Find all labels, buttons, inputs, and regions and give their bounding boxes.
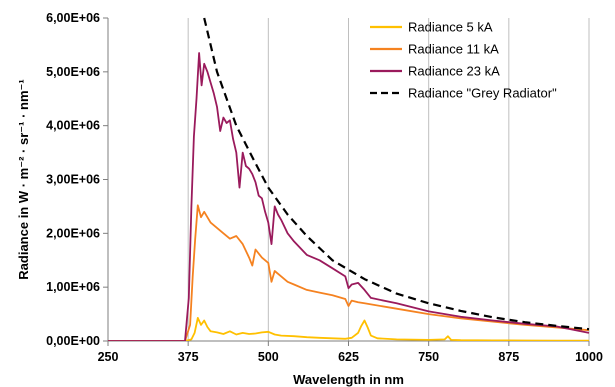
x-tick-label: 250 [98, 350, 119, 364]
legend-label: Radiance 11 kA [408, 42, 499, 57]
x-axis-title: Wavelength in nm [293, 372, 404, 387]
y-tick-label: 2,00E+06 [46, 226, 100, 240]
y-tick-label: 1,00E+06 [46, 280, 100, 294]
series-line [203, 17, 590, 331]
legend-label: Radiance 5 kA [408, 20, 493, 35]
legend: Radiance 5 kA Radiance 11 kA Radiance 23 k… [370, 20, 557, 101]
series-lines [108, 17, 590, 341]
x-tick-label: 875 [498, 350, 519, 364]
series-line [108, 204, 590, 341]
y-tick-label: 0,00E+00 [46, 334, 100, 348]
y-axis-title: Radiance in W · m⁻² · sr⁻¹ · nm⁻¹ [16, 79, 31, 279]
x-tick-label: 625 [338, 350, 359, 364]
y-tick-label: 5,00E+06 [46, 65, 100, 79]
x-tick-label: 1000 [575, 350, 603, 364]
x-tick-label: 750 [418, 350, 439, 364]
tick-labels: 0,00E+00 1,00E+06 2,00E+06 3,00E+06 4,00E+06… [46, 11, 603, 364]
series-line [108, 316, 590, 341]
legend-label: Radiance 23 kA [408, 64, 500, 79]
axes [103, 17, 590, 346]
y-tick-label: 3,00E+06 [46, 173, 100, 187]
y-tick-label: 4,00E+06 [46, 119, 100, 133]
x-tick-label: 500 [258, 350, 279, 364]
legend-label: Radiance "Grey Radiator" [408, 86, 557, 101]
y-tick-label: 6,00E+06 [46, 11, 100, 25]
grid-lines [187, 18, 590, 341]
x-tick-label: 375 [178, 350, 199, 364]
series-line [108, 52, 590, 341]
